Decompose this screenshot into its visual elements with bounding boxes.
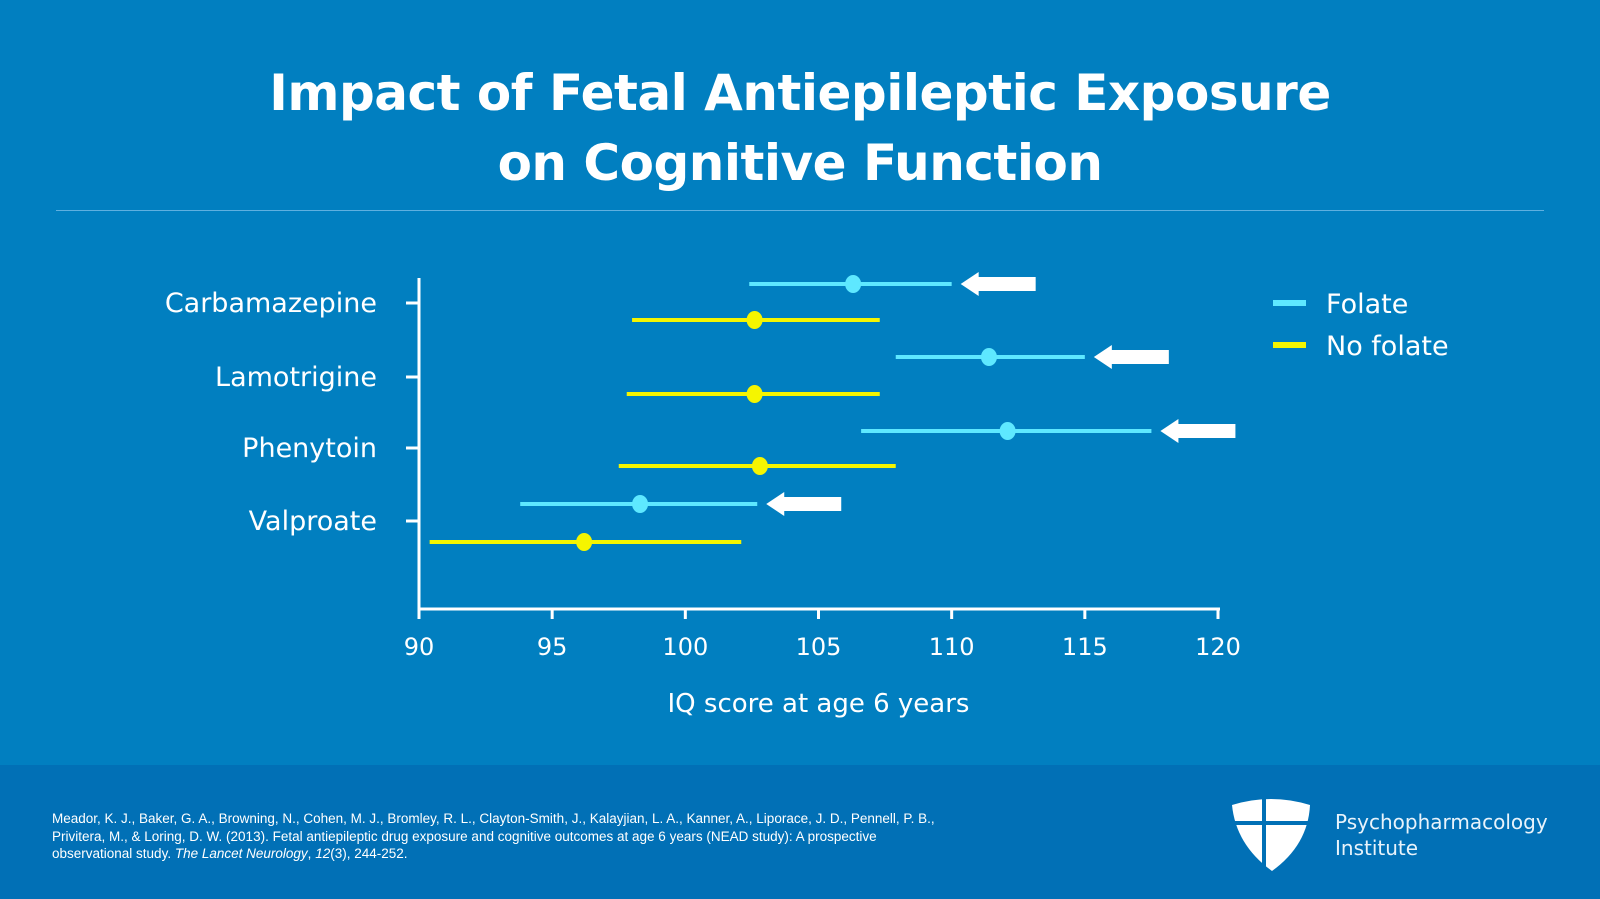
mean-point — [751, 457, 768, 475]
chart-title: Impact of Fetal Antiepileptic Exposure o… — [0, 58, 1600, 198]
category-label: Lamotrigine — [215, 362, 377, 393]
x-tick-label: 105 — [796, 633, 842, 661]
citation-volume: 12 — [315, 846, 331, 861]
x-axis-label: IQ score at age 6 years — [668, 689, 970, 719]
x-tick-label: 110 — [929, 633, 975, 661]
title-divider — [56, 210, 1544, 211]
brand-name: Psychopharmacology Institute — [1335, 809, 1548, 861]
footer: Meador, K. J., Baker, G. A., Browning, N… — [0, 765, 1600, 899]
mean-point — [576, 533, 593, 551]
citation: Meador, K. J., Baker, G. A., Browning, N… — [52, 810, 952, 863]
brand-line-1: Psychopharmacology — [1335, 810, 1548, 834]
citation-text: Meador, K. J., Baker, G. A., Browning, N… — [52, 811, 935, 861]
mean-point — [632, 495, 649, 513]
title-line-1: Impact of Fetal Antiepileptic Exposure — [269, 64, 1331, 122]
mean-point — [999, 422, 1016, 440]
arrow-left-icon — [766, 492, 842, 516]
arrow-left-icon — [960, 272, 1036, 296]
x-tick-label: 90 — [404, 633, 435, 661]
category-label: Phenytoin — [242, 433, 377, 464]
x-tick-label: 100 — [662, 633, 708, 661]
x-tick-label: 120 — [1195, 633, 1241, 661]
citation-sep: , — [307, 846, 316, 861]
mean-point — [980, 348, 997, 366]
x-tick-label: 115 — [1062, 633, 1108, 661]
citation-journal: The Lancet Neurology — [174, 846, 308, 861]
brand-line-2: Institute — [1335, 836, 1419, 860]
mean-point — [746, 385, 763, 403]
mean-point — [845, 275, 862, 293]
title-line-2: on Cognitive Function — [497, 134, 1103, 192]
forest-plot: 90 95 100 105 110 115 120 IQ score at age 6 yea… — [165, 272, 1449, 719]
legend-label: No folate — [1326, 331, 1449, 362]
arrow-left-icon — [1093, 345, 1169, 369]
x-tick-label: 95 — [537, 633, 568, 661]
arrow-left-icon — [1160, 419, 1236, 443]
shield-cross-icon — [1232, 797, 1310, 871]
category-label: Valproate — [249, 506, 377, 537]
citation-pages: (3), 244-252. — [330, 846, 408, 861]
legend-label: Folate — [1326, 289, 1408, 320]
category-label: Carbamazepine — [165, 288, 377, 319]
mean-point — [746, 311, 763, 329]
